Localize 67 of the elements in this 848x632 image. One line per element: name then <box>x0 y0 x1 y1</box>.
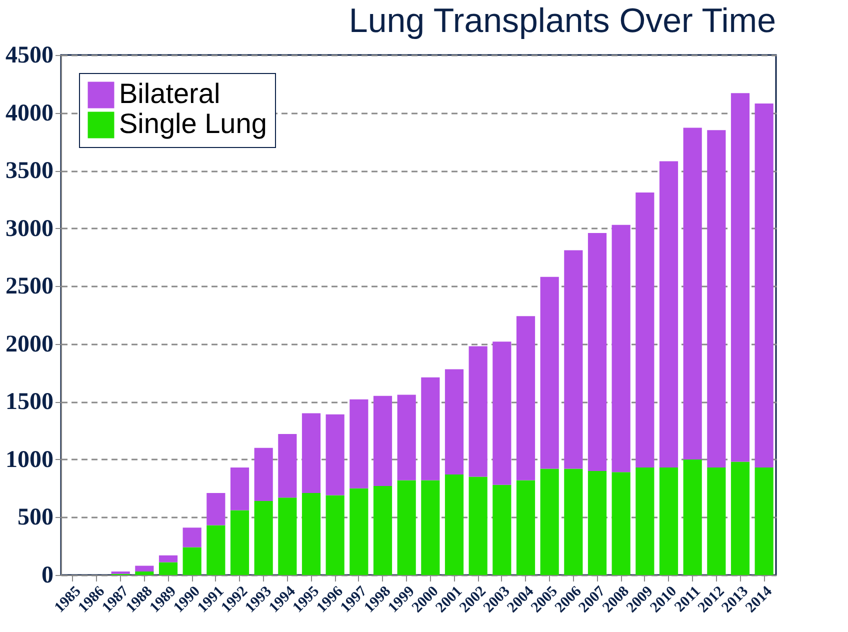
bar <box>683 128 702 460</box>
bar <box>468 346 488 477</box>
bar <box>182 547 202 575</box>
bar <box>612 472 630 575</box>
bar <box>350 399 368 488</box>
bar <box>659 161 678 468</box>
y-tick-label: 0 <box>42 562 54 588</box>
bar <box>707 130 726 468</box>
bar <box>564 250 583 469</box>
bar <box>612 224 630 472</box>
bar <box>730 93 750 462</box>
legend-label: Bilateral <box>119 78 220 109</box>
legend-label: Single Lung <box>119 108 267 139</box>
bar <box>326 414 344 496</box>
bar <box>230 510 250 575</box>
bar <box>158 555 178 562</box>
bar <box>135 566 154 572</box>
bar <box>492 484 512 575</box>
bar <box>588 232 607 471</box>
y-tick-label: 500 <box>18 504 54 531</box>
bar <box>730 462 750 575</box>
chart-title: Lung Transplants Over Time <box>348 2 776 40</box>
bar <box>326 495 344 575</box>
bar <box>564 468 583 575</box>
bar <box>540 276 559 469</box>
bar <box>397 480 416 575</box>
bar <box>373 486 392 575</box>
bar <box>206 525 226 575</box>
bar <box>230 468 250 510</box>
y-tick-label: 1000 <box>6 446 54 473</box>
bar <box>278 434 297 498</box>
bar <box>421 480 440 575</box>
bar <box>516 480 536 575</box>
bar <box>182 528 202 548</box>
bar <box>350 488 368 575</box>
bar <box>302 492 321 575</box>
bar <box>540 468 559 575</box>
bar <box>278 498 297 575</box>
bar <box>397 394 416 480</box>
bar <box>492 342 512 485</box>
bar <box>636 468 654 575</box>
bar <box>302 413 321 493</box>
y-tick-label: 2500 <box>6 274 54 300</box>
bar <box>135 572 154 575</box>
bar <box>707 468 726 575</box>
y-tick-label: 4500 <box>6 42 54 68</box>
bar <box>254 448 273 502</box>
bar <box>444 474 464 575</box>
bar <box>373 396 392 486</box>
bar <box>206 492 226 526</box>
y-tick-label: 3500 <box>6 158 54 184</box>
bar <box>421 377 440 480</box>
bar <box>444 369 464 474</box>
bar <box>636 192 654 468</box>
bar <box>683 459 702 575</box>
y-tick-label: 3000 <box>6 216 54 242</box>
y-tick-label: 4000 <box>6 100 54 126</box>
bar <box>754 104 774 468</box>
bar <box>516 316 536 480</box>
y-tick-label: 2000 <box>6 331 54 358</box>
bar <box>659 468 678 575</box>
bar <box>588 471 607 575</box>
bar <box>468 476 488 575</box>
bar <box>254 501 273 575</box>
bar <box>158 562 178 575</box>
bar <box>754 468 774 575</box>
y-tick-label: 1500 <box>6 389 54 416</box>
